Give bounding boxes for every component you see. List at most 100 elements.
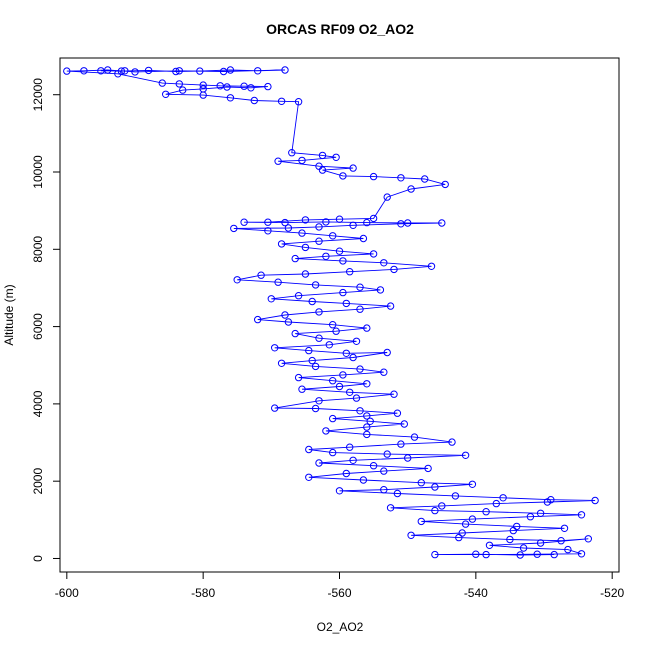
- data-point: [311, 404, 320, 413]
- data-point: [322, 218, 330, 226]
- data-point: [383, 348, 391, 357]
- data-point: [536, 539, 545, 547]
- data-point: [431, 506, 439, 515]
- data-point: [383, 193, 391, 201]
- y-tick-label: 10000: [31, 155, 45, 189]
- data-point: [175, 67, 184, 75]
- data-point: [226, 66, 235, 74]
- data-point: [104, 66, 112, 74]
- data-point: [315, 397, 323, 405]
- data-point: [519, 544, 528, 552]
- data-point: [404, 454, 412, 462]
- data-point: [63, 67, 71, 75]
- y-tick-label: 4000: [31, 390, 45, 417]
- data-point: [451, 492, 460, 500]
- data-point: [199, 81, 207, 89]
- data-point: [277, 359, 286, 367]
- data-point: [322, 427, 330, 435]
- data-point: [410, 433, 419, 441]
- data-point: [380, 467, 388, 475]
- data-point: [461, 451, 470, 459]
- data-point: [356, 365, 364, 373]
- data-point: [274, 157, 282, 165]
- data-point: [158, 79, 167, 87]
- data-point: [468, 515, 477, 523]
- data-point: [281, 218, 289, 227]
- data-point: [349, 164, 357, 172]
- data-point: [226, 94, 235, 102]
- data-point: [359, 234, 368, 243]
- data-point: [240, 218, 248, 226]
- x-tick-label: -580: [191, 586, 215, 600]
- data-point: [359, 476, 368, 484]
- data-point: [114, 70, 122, 78]
- data-point: [560, 524, 569, 532]
- data-point: [277, 97, 286, 106]
- data-point: [315, 308, 323, 316]
- data-point: [274, 278, 282, 286]
- data-point: [339, 172, 347, 180]
- data-point: [577, 550, 586, 558]
- data-point: [448, 438, 456, 446]
- data-point: [322, 252, 330, 260]
- data-point: [352, 337, 361, 345]
- data-point: [294, 292, 303, 300]
- data-point: [257, 271, 265, 279]
- data-point: [329, 321, 337, 329]
- data-point: [363, 324, 371, 332]
- data-point: [417, 479, 425, 487]
- data-point: [363, 218, 371, 227]
- data-point: [431, 483, 439, 491]
- data-point: [526, 513, 535, 521]
- data-point: [346, 388, 354, 396]
- y-axis-label: Altitude (m): [2, 284, 16, 345]
- data-point: [438, 502, 446, 510]
- data-point: [315, 334, 323, 342]
- data-point: [233, 276, 241, 284]
- data-point: [80, 67, 88, 75]
- data-point: [318, 166, 327, 174]
- x-tick-label: -600: [55, 586, 79, 600]
- y-tick-label: 12000: [31, 78, 45, 112]
- data-point: [369, 462, 378, 470]
- chart-title: ORCAS RF09 O2_AO2: [266, 21, 414, 37]
- data-point: [424, 464, 432, 473]
- data-point: [390, 265, 398, 274]
- x-tick-label: -520: [600, 586, 624, 600]
- data-point: [383, 450, 391, 458]
- data-point: [342, 469, 350, 478]
- data-point: [315, 223, 323, 231]
- data-point: [363, 430, 371, 439]
- data-point: [294, 98, 303, 106]
- data-point: [557, 537, 565, 545]
- data-point: [506, 535, 514, 544]
- data-point: [366, 417, 374, 425]
- data-point: [264, 227, 272, 235]
- data-point: [172, 67, 180, 76]
- data-point: [311, 281, 320, 289]
- data-point: [550, 550, 558, 559]
- data-point: [332, 327, 340, 335]
- data-point: [305, 445, 313, 454]
- data-point: [468, 480, 477, 488]
- data-point: [271, 404, 279, 412]
- data-point: [509, 526, 517, 535]
- data-point: [175, 80, 184, 88]
- data-point: [393, 409, 402, 417]
- data-point: [230, 224, 238, 233]
- data-point: [329, 377, 337, 385]
- data-point: [254, 315, 262, 324]
- data-point: [407, 531, 415, 539]
- y-tick-label: 8000: [31, 236, 45, 263]
- data-point: [277, 240, 286, 248]
- data-point: [356, 407, 364, 415]
- data-point: [305, 473, 313, 481]
- data-point: [311, 362, 320, 371]
- data-point: [417, 517, 425, 526]
- y-tick-label: 0: [31, 555, 45, 562]
- data-point: [393, 489, 402, 498]
- data-point: [472, 550, 480, 558]
- data-point: [267, 295, 275, 303]
- data-point: [335, 382, 344, 391]
